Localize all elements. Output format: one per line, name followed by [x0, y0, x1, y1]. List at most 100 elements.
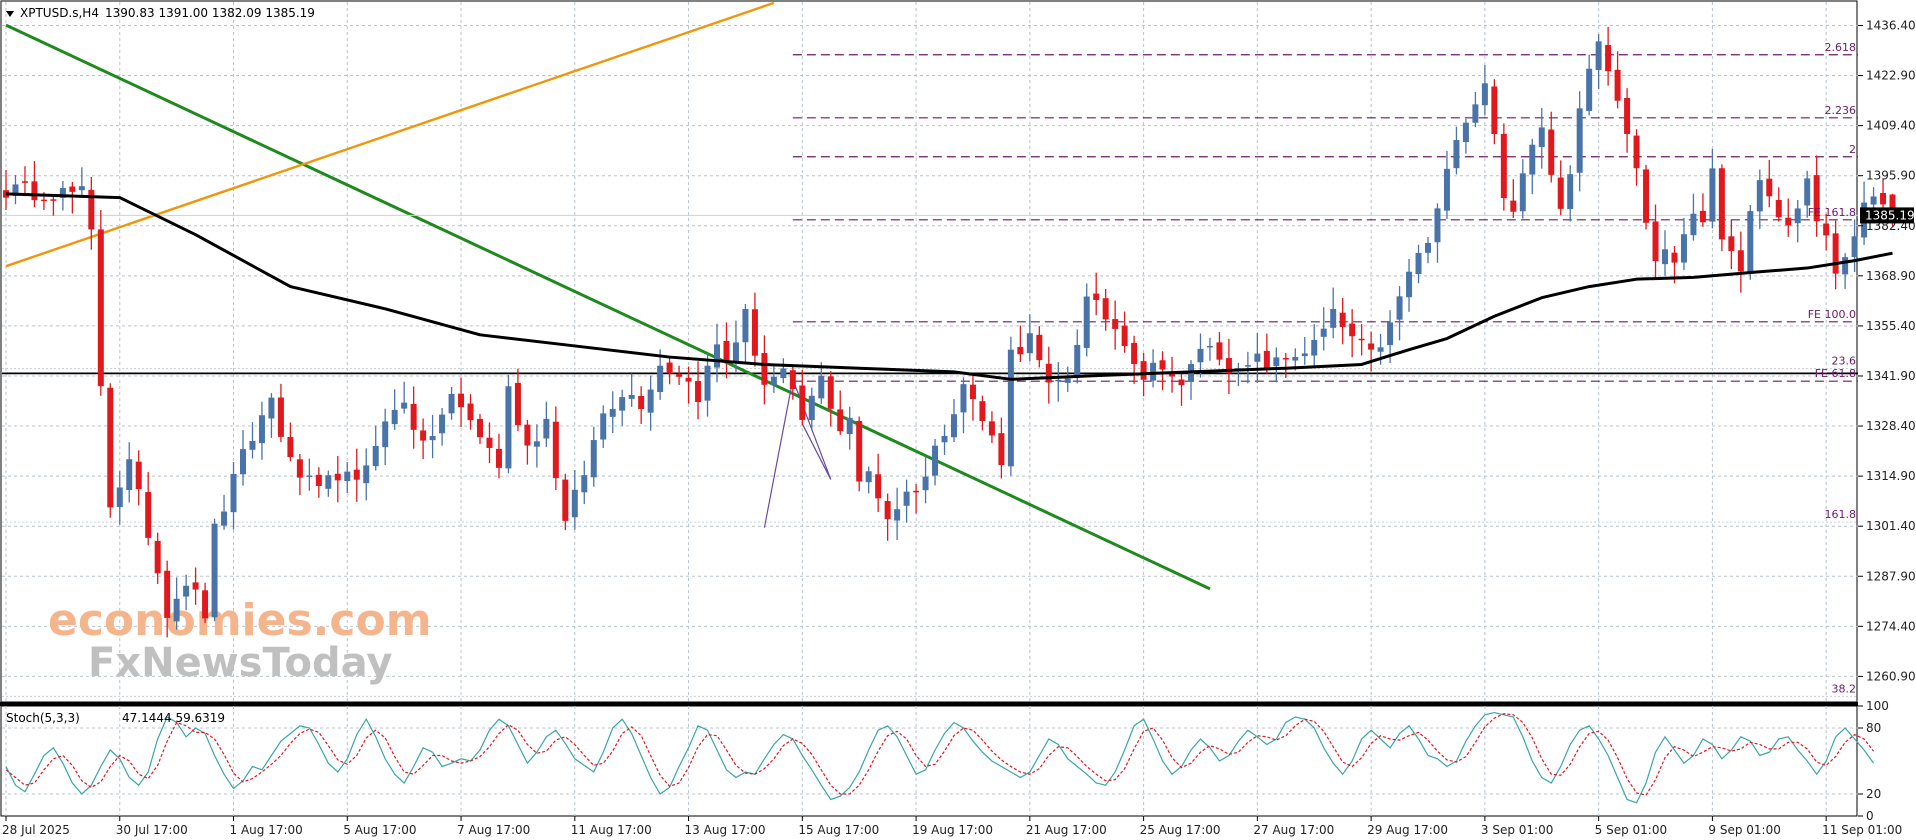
- candle: [1718, 164, 1725, 252]
- candle-body: [1510, 200, 1517, 212]
- candle-body: [1443, 168, 1450, 211]
- candle: [78, 167, 85, 198]
- candle: [458, 377, 465, 428]
- time-tick-label: 5 Aug 17:00: [343, 823, 416, 837]
- candle: [998, 417, 1005, 479]
- candle-body: [1178, 379, 1185, 386]
- candle-body: [1434, 208, 1441, 243]
- candle: [837, 390, 844, 435]
- time-tick-label: 11 Aug 17:00: [571, 823, 652, 837]
- candle-body: [135, 461, 142, 490]
- candle: [1064, 366, 1071, 392]
- candle-body: [619, 397, 626, 411]
- stoch-lines: [5, 711, 1875, 804]
- time-tick-label: 15 Aug 17:00: [798, 823, 879, 837]
- candle: [1510, 179, 1517, 218]
- candle: [1178, 370, 1185, 406]
- time-axis[interactable]: 28 Jul 2025 30 Jul 17:00 1 Aug 17:00 5 Aug …: [2, 816, 1902, 837]
- candle-body: [979, 401, 986, 421]
- candle-body: [1055, 379, 1062, 382]
- candle: [1206, 337, 1213, 361]
- candle-body: [21, 181, 28, 183]
- time-tick-label: 30 Jul 17:00: [116, 823, 188, 837]
- stoch-tick-label: 100: [1866, 699, 1889, 713]
- candle-body: [325, 475, 332, 489]
- candle: [505, 374, 512, 474]
- candle-body: [1396, 296, 1403, 320]
- candle-body: [1330, 309, 1337, 328]
- candle: [657, 349, 664, 400]
- candle: [543, 401, 550, 447]
- candle: [315, 467, 322, 498]
- candle-body: [1131, 342, 1138, 365]
- candle-body: [932, 445, 939, 476]
- candle: [1055, 362, 1062, 402]
- candle-body: [1462, 122, 1469, 143]
- candle-body: [306, 475, 313, 477]
- candle: [761, 335, 768, 405]
- candle-body: [780, 368, 787, 379]
- dropdown-triangle-icon[interactable]: [6, 11, 14, 17]
- price-axis[interactable]: 1436.401422.901409.401395.901382.401368.…: [1858, 18, 1916, 683]
- candle: [116, 471, 123, 525]
- candle-body: [1699, 210, 1706, 223]
- candle: [1728, 219, 1735, 270]
- stoch-grid: [2, 706, 1858, 816]
- candle-body: [458, 393, 465, 408]
- candle: [799, 369, 806, 426]
- candle: [695, 361, 702, 420]
- candle: [88, 176, 95, 250]
- stoch-tick-label: 20: [1866, 787, 1881, 801]
- candle: [258, 401, 265, 460]
- time-tick-label: 19 Aug 17:00: [912, 823, 993, 837]
- candle: [969, 374, 976, 421]
- candle: [21, 166, 28, 197]
- candle: [325, 470, 332, 497]
- price-tick-label: 1355.40: [1866, 319, 1916, 333]
- candle-body: [154, 540, 161, 574]
- candle-body: [581, 475, 588, 493]
- candle-body: [1747, 211, 1754, 272]
- candle-body: [1074, 344, 1081, 376]
- candle: [486, 422, 493, 464]
- candle: [846, 406, 853, 450]
- candle: [1519, 159, 1526, 219]
- stochastic-pane[interactable]: 100 80 20 0 Stoch(5,3,3) 47.1444 59.6319: [0, 699, 1889, 823]
- price-tick-label: 1409.40: [1866, 119, 1916, 133]
- candle-body: [1813, 175, 1820, 222]
- candle: [1301, 337, 1308, 365]
- candle-body: [1624, 97, 1631, 134]
- candle-body: [1083, 296, 1090, 348]
- candle-body: [145, 492, 152, 538]
- candle-body: [742, 308, 749, 343]
- candle-body: [799, 385, 806, 420]
- candle-body: [1216, 342, 1223, 360]
- candle: [192, 567, 199, 605]
- candle: [562, 473, 569, 531]
- watermark-line2: FxNewsToday: [88, 640, 392, 686]
- time-tick-label: 11 Sep 01:00: [1822, 823, 1902, 837]
- candle: [666, 358, 673, 385]
- candle: [1785, 198, 1792, 237]
- candle-body: [1339, 312, 1346, 327]
- candle: [287, 422, 294, 462]
- price-tick-label: 1368.90: [1866, 269, 1916, 283]
- candle-body: [1529, 144, 1536, 175]
- candle: [1045, 346, 1052, 404]
- candle-body: [1737, 250, 1744, 272]
- price-tick-label: 1260.90: [1866, 669, 1916, 683]
- candle-body: [865, 471, 872, 483]
- candle: [1500, 123, 1507, 211]
- candle-body: [1093, 293, 1100, 300]
- candle: [1595, 34, 1602, 89]
- candle: [1794, 199, 1801, 243]
- main-price-pane[interactable]: economies.com FxNewsToday 2.618 2.236 2 FE …: [0, 0, 1916, 703]
- candle: [1320, 307, 1327, 351]
- time-tick-label: 28 Jul 2025: [2, 823, 70, 837]
- pane-separator[interactable]: [0, 702, 1858, 706]
- candle: [1662, 230, 1668, 276]
- candle-body: [126, 459, 133, 491]
- candle-body: [40, 199, 47, 202]
- candle-body: [1595, 41, 1602, 71]
